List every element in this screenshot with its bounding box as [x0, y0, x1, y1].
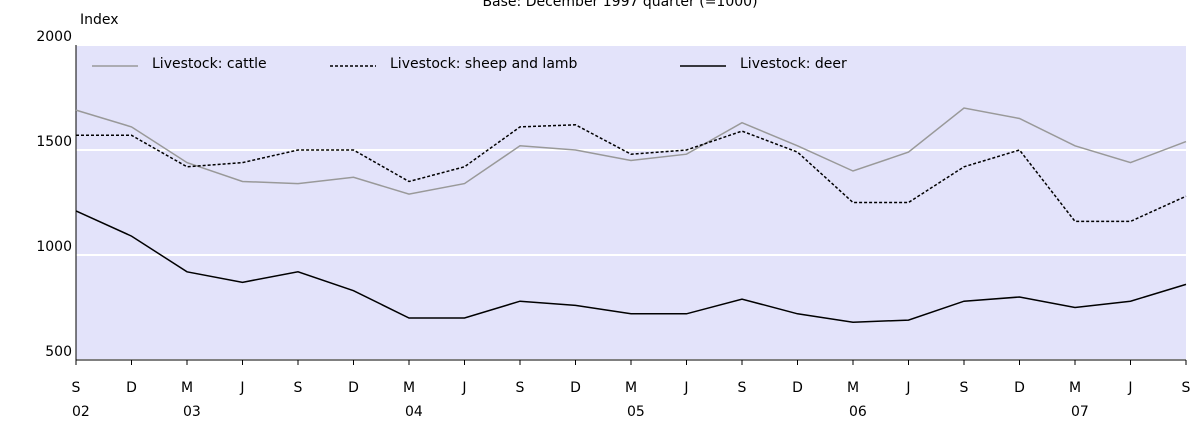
x-tick-label: S: [960, 380, 969, 396]
x-year-label: 04: [405, 404, 423, 420]
x-tick-label: J: [683, 380, 688, 396]
x-tick-label: D: [570, 380, 581, 396]
x-tick-label: J: [1127, 380, 1132, 396]
x-tick-label: S: [1182, 380, 1191, 396]
x-tick-label: M: [1069, 380, 1081, 396]
series-line: [76, 124, 1187, 223]
y-tick-label: 1000: [36, 239, 72, 255]
x-tick-label: J: [239, 380, 244, 396]
x-tick-label: J: [905, 380, 910, 396]
series-line: [75, 210, 1187, 323]
y-axis-label: Index: [80, 12, 119, 28]
x-tick-label: J: [461, 380, 466, 396]
x-tick-label: D: [126, 380, 137, 396]
y-tick-label: 2000: [36, 29, 72, 45]
x-tick-label: M: [847, 380, 859, 396]
series-line: [75, 107, 1187, 195]
x-year-label: 02: [72, 404, 90, 420]
legend-label: Livestock: sheep and lamb: [390, 56, 578, 72]
x-tick-label: D: [348, 380, 359, 396]
x-tick-label: M: [181, 380, 193, 396]
plot-background: [76, 45, 1186, 360]
x-year-label: 03: [183, 404, 201, 420]
x-tick-label: S: [738, 380, 747, 396]
x-tick-label: S: [516, 380, 525, 396]
x-tick-label: M: [403, 380, 415, 396]
x-tick-label: M: [625, 380, 637, 396]
x-tick-label: S: [72, 380, 81, 396]
legend-label: Livestock: deer: [740, 56, 847, 72]
legend-label: Livestock: cattle: [152, 56, 267, 72]
x-tick-label: S: [294, 380, 303, 396]
x-year-label: 07: [1071, 404, 1089, 420]
x-tick-label: D: [792, 380, 803, 396]
y-tick-label: 500: [45, 344, 72, 360]
x-year-label: 06: [849, 404, 867, 420]
x-tick-label: D: [1014, 380, 1025, 396]
x-year-label: 05: [627, 404, 645, 420]
chart-subtitle: Base: December 1997 quarter (=1000): [482, 0, 757, 10]
y-tick-label: 1500: [36, 134, 72, 150]
